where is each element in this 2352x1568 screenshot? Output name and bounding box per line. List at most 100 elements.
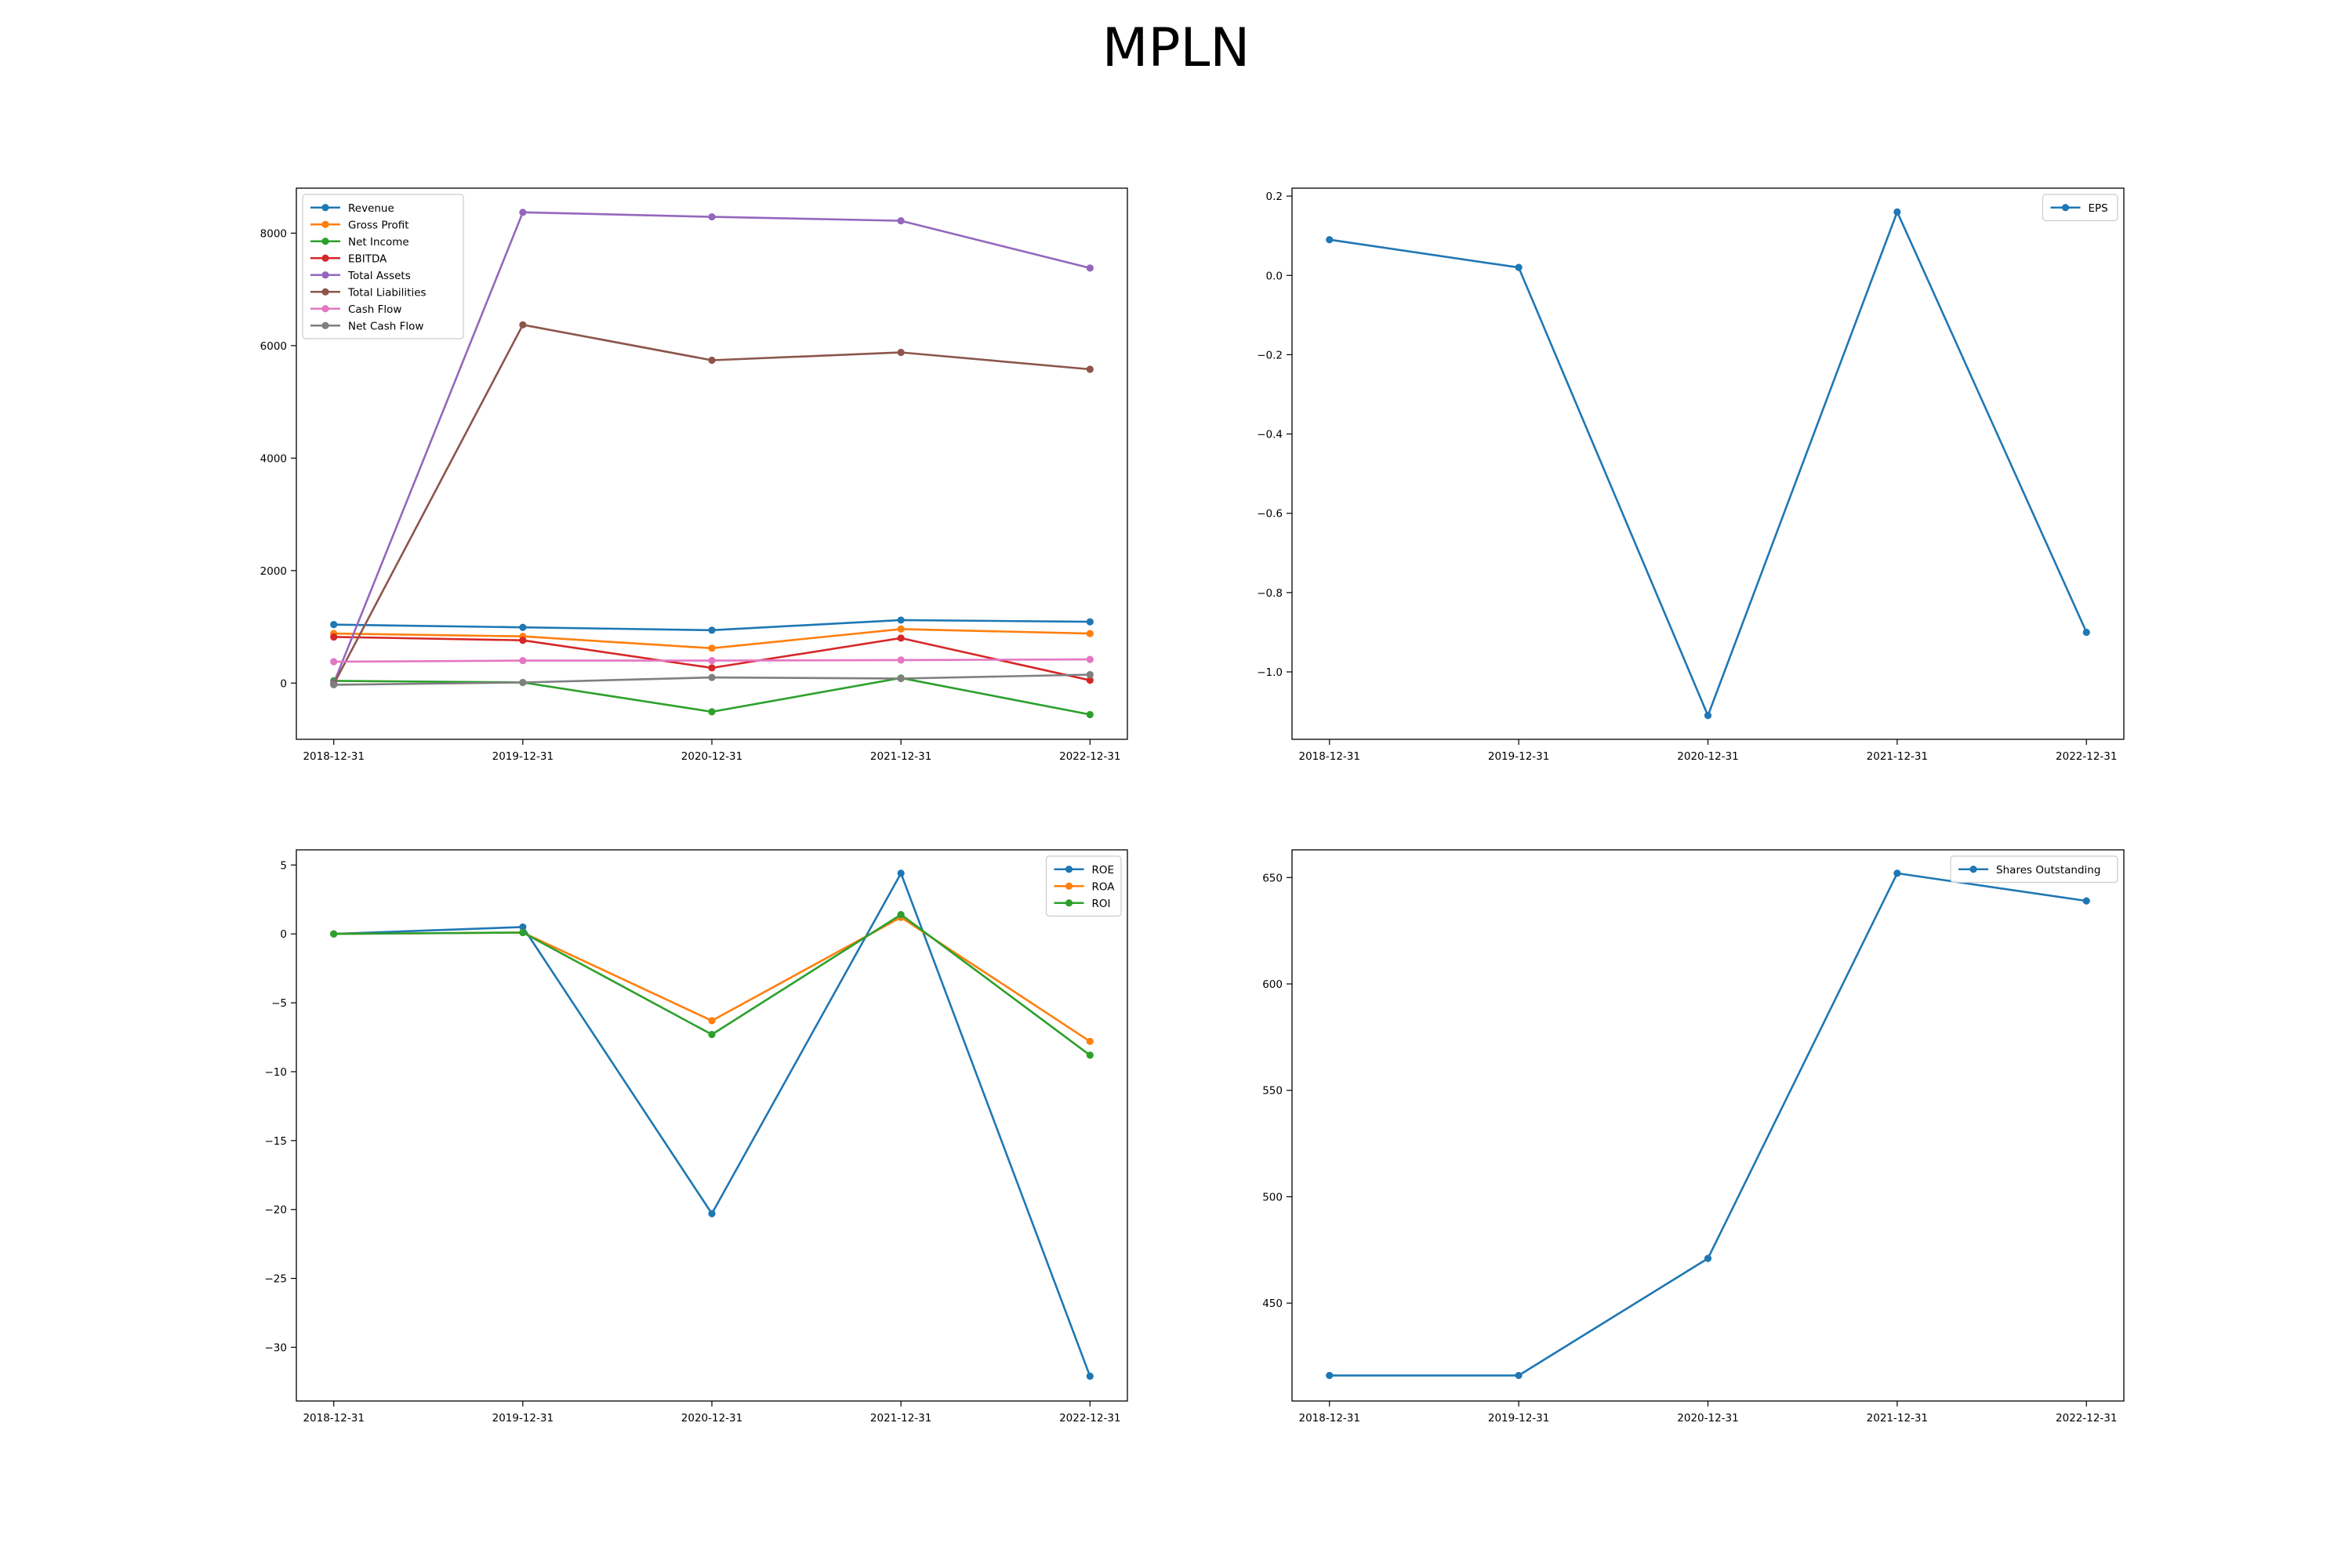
data-point: [708, 212, 716, 221]
data-point: [519, 637, 527, 644]
data-point: [1326, 236, 1334, 244]
legend-label: EPS: [2089, 202, 2108, 215]
legend-swatch-marker: [321, 271, 329, 279]
legend: EPS: [2042, 194, 2118, 222]
y-tick-label: −0.2: [1257, 349, 1283, 361]
x-tick-label: 2019-12-31: [492, 750, 554, 763]
subplot-eps: 2018-12-31 2019-12-31 2020-12-31 2021-12-31…: [1257, 187, 2125, 763]
y-tick-label: −0.4: [1257, 429, 1283, 441]
data-point: [519, 928, 527, 937]
data-point: [1515, 263, 1523, 271]
figure-title: MPLN: [1102, 17, 1250, 79]
y-tick-label: 0: [280, 677, 287, 690]
data-point: [897, 869, 905, 877]
x-tick-label: 2019-12-31: [492, 1412, 554, 1425]
x-tick-label: 2019-12-31: [1488, 750, 1549, 763]
y-tick-label: −5: [271, 997, 287, 1010]
data-point: [1086, 1372, 1094, 1380]
x-tick-label: 2018-12-31: [1299, 1412, 1360, 1425]
data-point: [2082, 897, 2090, 905]
data-point: [708, 664, 716, 672]
legend: ROE ROA ROI: [1045, 855, 1122, 917]
data-point: [1086, 618, 1094, 626]
x-tick-label: 2019-12-31: [1488, 1412, 1549, 1425]
y-tick-label: 2000: [260, 565, 287, 578]
data-point: [1893, 869, 1901, 877]
data-point: [1086, 670, 1094, 679]
y-tick-label: 8000: [260, 227, 287, 240]
data-point: [1086, 264, 1094, 272]
legend-swatch-marker: [1065, 882, 1073, 890]
legend-label: Cash Flow: [348, 303, 401, 316]
data-point: [1515, 1371, 1523, 1380]
legend-swatch-marker: [1065, 899, 1073, 907]
data-point: [897, 616, 905, 624]
data-point: [1086, 710, 1094, 719]
data-point: [1086, 655, 1094, 663]
data-point: [708, 626, 716, 634]
data-point: [708, 708, 716, 716]
data-point: [897, 625, 905, 633]
subplot-financials: 2018-12-31 2019-12-31 2020-12-31 2021-12-31…: [260, 187, 1128, 763]
data-point: [1326, 1371, 1334, 1380]
legend-label: Net Cash Flow: [348, 320, 423, 332]
y-tick-label: 5: [280, 859, 287, 872]
x-tick-label: 2022-12-31: [2056, 1412, 2117, 1425]
axes-frame: [1291, 849, 2125, 1402]
legend-label: ROA: [1092, 880, 1116, 893]
data-point: [1704, 712, 1712, 720]
data-point: [330, 930, 338, 938]
y-tick-label: 0.2: [1266, 191, 1283, 203]
legend-swatch-marker: [2061, 204, 2070, 212]
data-point: [897, 656, 905, 664]
x-tick-label: 2020-12-31: [681, 1412, 742, 1425]
y-tick-label: 450: [1262, 1298, 1283, 1310]
legend-label: Total Liabilities: [347, 286, 426, 299]
data-point: [897, 911, 905, 919]
data-point: [519, 923, 527, 931]
x-tick-label: 2020-12-31: [681, 750, 742, 763]
legend-label: Net Income: [348, 236, 409, 249]
data-point: [897, 634, 905, 642]
legend-box: [302, 194, 464, 339]
y-tick-label: 0: [280, 928, 287, 941]
legend-swatch-marker: [321, 204, 329, 212]
data-point: [519, 678, 527, 687]
legend-swatch-marker: [321, 220, 329, 228]
data-point: [708, 656, 716, 665]
legend-swatch-marker: [321, 288, 329, 296]
data-point: [1086, 630, 1094, 637]
subplot-ratios: 2018-12-31 2019-12-31 2020-12-31 2021-12-31…: [265, 849, 1128, 1425]
y-tick-label: −0.6: [1257, 508, 1283, 521]
legend-swatch-marker: [321, 238, 329, 245]
x-tick-label: 2018-12-31: [303, 750, 364, 763]
data-point: [1086, 1037, 1094, 1045]
data-point: [330, 633, 338, 641]
axes-frame: [1291, 187, 2125, 740]
data-point: [708, 1030, 716, 1039]
data-point: [708, 1017, 716, 1025]
legend-label: Gross Profit: [348, 219, 409, 231]
data-point: [1086, 1051, 1094, 1059]
y-tick-label: 0.0: [1266, 270, 1283, 282]
y-tick-label: −25: [265, 1273, 288, 1286]
x-tick-label: 2022-12-31: [1059, 750, 1120, 763]
y-tick-label: 500: [1262, 1191, 1283, 1203]
legend-label: ROE: [1092, 864, 1115, 877]
data-point: [519, 209, 527, 216]
x-tick-label: 2018-12-31: [303, 1412, 364, 1425]
y-tick-label: −30: [265, 1341, 288, 1354]
data-point: [519, 321, 527, 328]
data-point: [330, 681, 338, 689]
data-point: [2082, 628, 2090, 637]
x-tick-label: 2018-12-31: [1299, 750, 1360, 763]
data-point: [708, 644, 716, 652]
x-tick-label: 2022-12-31: [1059, 1412, 1120, 1425]
y-tick-label: −20: [265, 1204, 288, 1217]
x-tick-label: 2021-12-31: [870, 1412, 931, 1425]
data-point: [330, 658, 338, 666]
legend: Revenue Gross Profit Net Income EBITDA Total…: [302, 194, 464, 339]
y-tick-label: −0.8: [1257, 587, 1283, 600]
legend-label: ROI: [1092, 898, 1111, 910]
